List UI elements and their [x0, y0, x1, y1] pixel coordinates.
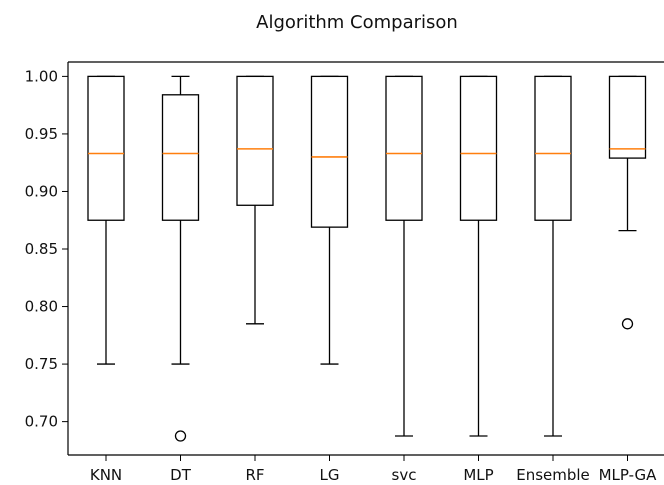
box-iqr — [534, 75, 572, 221]
box-iqr — [236, 75, 274, 206]
y-tick-label: 0.70 — [25, 413, 58, 431]
box-iqr — [310, 75, 349, 228]
box-iqr — [385, 75, 423, 221]
y-tick-label: 0.80 — [25, 298, 58, 316]
x-tick-label: Ensemble — [516, 466, 590, 484]
outlier-point — [621, 318, 634, 330]
outlier-point — [174, 430, 187, 442]
x-axis: KNN DT RF LG svc MLP Ensemble MLP-GA — [90, 455, 657, 484]
x-tick-label: DT — [170, 466, 192, 484]
x-tick-label: MLP — [463, 466, 493, 484]
plot-frame — [67, 61, 664, 456]
y-tick-label: 1.00 — [25, 67, 58, 85]
box-iqr — [87, 75, 125, 221]
x-tick-label: LG — [320, 466, 340, 484]
y-tick-label: 0.75 — [25, 355, 58, 373]
x-tick-label: RF — [245, 466, 264, 484]
x-tick-label: KNN — [90, 466, 122, 484]
y-tick-label: 0.95 — [25, 125, 58, 143]
y-tick-label: 0.85 — [25, 240, 58, 258]
box-iqr — [161, 94, 200, 221]
x-tick-label: MLP-GA — [599, 466, 658, 484]
chart-title: Algorithm Comparison — [256, 12, 458, 33]
box-iqr — [608, 75, 647, 159]
y-tick-label: 0.90 — [25, 182, 58, 200]
y-axis: 0.70 0.75 0.80 0.85 0.90 0.95 1.00 — [25, 67, 68, 431]
x-tick-label: svc — [392, 466, 417, 484]
box-iqr — [459, 75, 498, 221]
boxes-group — [87, 75, 647, 442]
